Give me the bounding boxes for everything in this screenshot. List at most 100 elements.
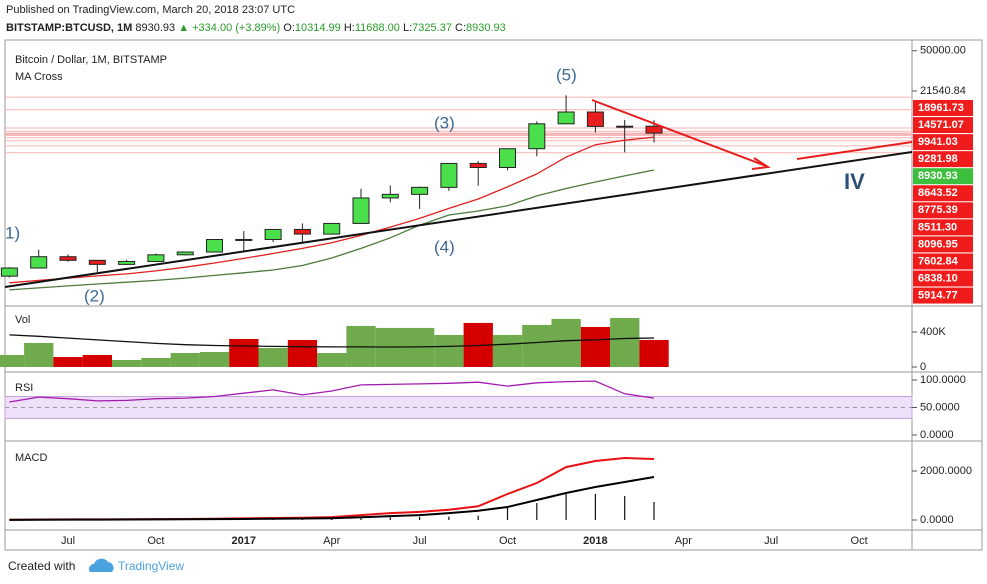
x-tick-label: Apr [323, 535, 340, 547]
volume-bar [287, 339, 318, 367]
price-label-box [913, 219, 973, 236]
x-tick-label: Jul [413, 535, 427, 547]
price-label: 8096.95 [918, 238, 958, 250]
annotation: (3) [434, 113, 455, 132]
candle-body [235, 238, 253, 241]
volume-bar [317, 352, 347, 367]
x-tick-label: Oct [851, 535, 868, 547]
price-label-box [913, 134, 973, 151]
series-line [9, 136, 655, 284]
candle-body [645, 125, 663, 134]
pane-title: RSI [15, 382, 33, 394]
price-label-box [913, 236, 973, 253]
ohlc-value: 8930.93 [466, 22, 506, 34]
logo [89, 558, 114, 572]
price-label: 8930.93 [918, 170, 958, 182]
indicator-name: MA Cross [15, 71, 63, 83]
change: ▲ +334.00 (+3.89%) [178, 22, 280, 34]
x-tick-label: Apr [675, 535, 692, 547]
candle-body [264, 228, 282, 240]
footer-text: Created with [8, 559, 75, 573]
volume-bar [580, 326, 611, 367]
candle-body [176, 251, 194, 256]
volume-bar [0, 355, 25, 367]
price-label: 18961.73 [918, 102, 964, 114]
ohlc-label: C: [455, 22, 466, 34]
volume-bar [522, 324, 552, 367]
price-label-box [913, 168, 973, 185]
volume-bar [82, 355, 112, 367]
volume-bar [170, 352, 200, 367]
symbol: BITSTAMP:BTCUSD, 1M [6, 22, 132, 34]
volume-bar [53, 357, 83, 367]
annotation: IV [844, 169, 865, 194]
footer-brand[interactable]: TradingView [118, 559, 184, 573]
arrow-line [796, 141, 913, 160]
pane-title: Vol [15, 314, 30, 326]
price-label-box [913, 151, 973, 168]
last: 8930.93 [135, 22, 175, 34]
volume-bar [610, 317, 640, 367]
candle-body [411, 186, 429, 195]
ohlc-label: H: [344, 22, 355, 34]
price-label-box [913, 287, 973, 304]
series-line [9, 380, 655, 403]
candle-body [381, 193, 399, 199]
x-tick-label: 2018 [583, 535, 607, 547]
price-label: 9281.98 [918, 153, 958, 165]
y-tick-label: 0.0000 [920, 429, 954, 441]
price-label-box [913, 202, 973, 219]
candle-body [352, 197, 370, 224]
candle-body [59, 256, 77, 261]
series-line [9, 334, 655, 348]
price-label-box [913, 253, 973, 270]
price-label: 6838.10 [918, 272, 958, 284]
annotation: (4) [434, 237, 455, 256]
price-label: 8643.52 [918, 187, 958, 199]
published: Published on TradingView.com, March 20, … [6, 4, 295, 16]
y-tick-label: 21540.84 [920, 85, 966, 97]
candle-body [0, 267, 18, 277]
y-tick-label: 400K [920, 326, 946, 338]
y-tick-label: 50.0000 [920, 401, 960, 413]
annotation: (2) [84, 286, 105, 305]
price-label-box [913, 100, 973, 116]
y-tick-label: 50000.00 [920, 45, 966, 57]
annotation: 1) [5, 223, 20, 242]
x-tick-label: Oct [147, 535, 164, 547]
ohlc-label: O: [283, 22, 295, 34]
candle-body [30, 256, 48, 269]
x-tick-label: Jul [61, 535, 75, 547]
arrow-line [591, 99, 767, 167]
y-tick-label: 2000.0000 [920, 465, 972, 477]
pane-title: MACD [15, 452, 47, 464]
volume-bar [258, 347, 288, 367]
y-tick-label: 0 [920, 361, 926, 373]
series-line [9, 476, 655, 521]
chart-title: Bitcoin / Dollar, 1M, BITSTAMP [15, 54, 167, 66]
volume-bar [24, 343, 54, 367]
y-tick-label: 100.0000 [920, 374, 966, 386]
price-label-box [913, 270, 973, 287]
candle-body [528, 123, 546, 150]
candle-body [469, 162, 487, 168]
volume-bar [492, 334, 523, 367]
price-label-box [913, 185, 973, 202]
volume-bar [434, 334, 464, 367]
volume-bar [199, 352, 230, 367]
price-label-box [913, 117, 973, 134]
candle-body [440, 162, 458, 188]
price-label: 8775.39 [918, 204, 958, 216]
ohlc-label: L: [403, 22, 412, 34]
volume-bar [639, 339, 669, 367]
ohlc-value: 10314.99 [295, 22, 341, 34]
plot: 50000.00 21540.84 18961.73 14571.07 9941.03 9… [0, 45, 973, 547]
ohlc-value: 11688.00 [355, 22, 400, 34]
ohlc-value: 7325.37 [412, 22, 452, 34]
candle-body [293, 228, 311, 235]
candle-body [323, 222, 341, 235]
candle-body [88, 259, 106, 265]
price-label: 8511.30 [918, 221, 957, 233]
